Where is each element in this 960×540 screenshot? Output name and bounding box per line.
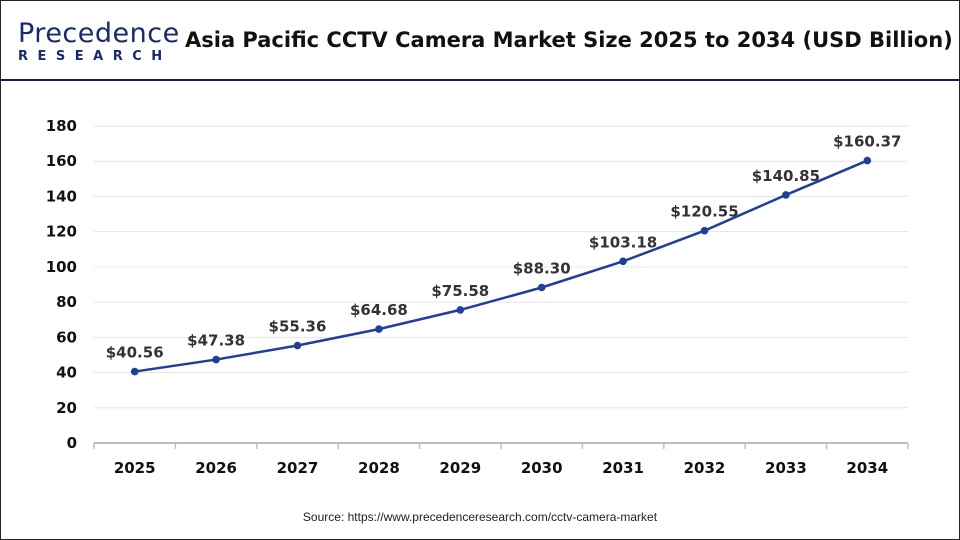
source-note: Source: https://www.precedenceresearch.c…: [302, 510, 658, 524]
data-label: $140.85: [752, 167, 820, 185]
data-label: $120.55: [670, 203, 738, 221]
x-tick-label: 2032: [684, 459, 726, 477]
data-point: [375, 325, 383, 333]
x-tick-label: 2025: [114, 459, 156, 477]
data-label: $47.38: [187, 332, 245, 350]
data-point: [782, 191, 790, 199]
data-point: [700, 226, 709, 235]
y-tick-label: 20: [56, 399, 77, 417]
data-label: $40.56: [106, 344, 164, 362]
x-tick-label: 2031: [602, 459, 644, 477]
y-tick-label: 0: [67, 434, 77, 452]
data-point: [212, 355, 220, 364]
header-divider: [0, 79, 960, 81]
y-tick-label: 120: [46, 223, 77, 241]
x-tick-label: 2026: [195, 459, 237, 477]
precedence-research-logo: Precedence RESEARCH: [18, 18, 180, 65]
x-tick-label: 2027: [277, 459, 319, 477]
data-label: $64.68: [350, 301, 408, 319]
logo-wordmark: Precedence: [18, 18, 180, 49]
series-line: [134, 159, 868, 373]
data-label: $88.30: [513, 259, 571, 277]
y-tick-label: 80: [56, 293, 77, 311]
x-tick-label: 2028: [358, 459, 400, 477]
data-point: [293, 341, 302, 350]
data-point: [619, 257, 627, 266]
x-tick-label: 2033: [765, 459, 807, 477]
x-tick-label: 2034: [846, 459, 888, 477]
y-tick-label: 100: [46, 258, 77, 276]
logo-subtitle: RESEARCH: [18, 49, 172, 64]
x-tick-label: 2029: [439, 459, 481, 477]
data-point: [130, 367, 139, 376]
data-point: [456, 306, 465, 314]
data-label: $55.36: [269, 318, 327, 336]
data-label: $160.37: [833, 133, 901, 151]
y-tick-label: 140: [46, 187, 77, 205]
y-tick-label: 180: [46, 117, 77, 135]
data-point: [537, 283, 546, 292]
x-tick-label: 2030: [521, 459, 563, 477]
data-label: $103.18: [589, 233, 657, 251]
y-tick-label: 60: [56, 328, 77, 346]
chart-title: Asia Pacific CCTV Camera Market Size 202…: [185, 28, 953, 52]
y-tick-label: 160: [46, 152, 77, 170]
data-point: [863, 156, 872, 165]
data-label: $75.58: [431, 282, 489, 300]
y-tick-label: 40: [56, 364, 77, 382]
